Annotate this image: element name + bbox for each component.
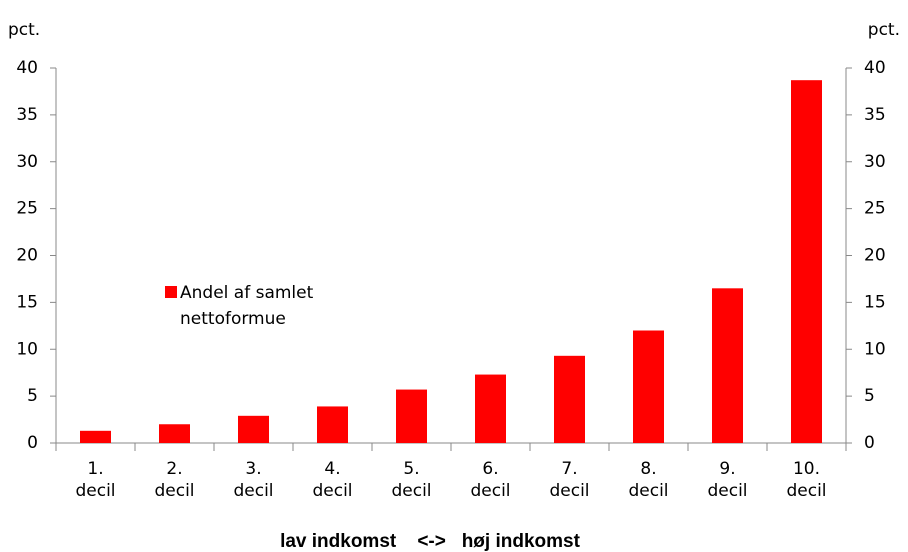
x-tick-label: 2. decil <box>154 459 195 501</box>
y2-tick-label: 15 <box>864 292 886 312</box>
y-tick-label: 20 <box>16 246 38 266</box>
y2-tick-label: 20 <box>864 246 886 266</box>
bar <box>554 355 585 443</box>
x-tick-label: 3. decil <box>233 459 274 501</box>
legend-swatch <box>165 286 177 298</box>
bar <box>396 389 427 443</box>
y-tick-label: 0 <box>27 433 38 453</box>
y2-tick-label: 10 <box>864 339 886 359</box>
y2-tick-label: 35 <box>864 105 886 125</box>
bar <box>159 424 190 443</box>
x-tick-label: 7. decil <box>549 459 590 501</box>
legend-label: Andel af samlet nettoformue <box>180 283 314 329</box>
y2-axis-label: pct. <box>868 20 900 40</box>
y2-tick-label: 40 <box>864 58 886 78</box>
bar <box>238 415 269 443</box>
bar <box>633 330 664 443</box>
y2-tick-label: 0 <box>864 433 875 453</box>
x-tick-label: 5. decil <box>391 459 432 501</box>
x-tick-label: 10. decil <box>786 459 827 501</box>
x-tick-label: 4. decil <box>312 459 353 501</box>
y-tick-label: 10 <box>16 339 38 359</box>
x-tick-label: 9. decil <box>707 459 748 501</box>
bar <box>80 430 111 443</box>
x-tick-label: 6. decil <box>470 459 511 501</box>
x-tick-label: 8. decil <box>628 459 669 501</box>
y2-tick-label: 25 <box>864 199 886 219</box>
y2-tick-label: 5 <box>864 386 875 406</box>
y-tick-label: 30 <box>16 152 38 172</box>
y-axis-label: pct. <box>8 20 40 40</box>
y-tick-label: 40 <box>16 58 38 78</box>
bar <box>475 374 506 443</box>
bar <box>317 406 348 443</box>
y-tick-label: 15 <box>16 292 38 312</box>
y-tick-label: 25 <box>16 199 38 219</box>
y2-tick-label: 30 <box>864 152 886 172</box>
bar <box>791 80 822 443</box>
y-tick-label: 35 <box>16 105 38 125</box>
y-tick-label: 5 <box>27 386 38 406</box>
x-axis-label: lav indkomst <-> høj indkomst <box>280 531 581 552</box>
x-tick-label: 1. decil <box>75 459 116 501</box>
bar <box>712 288 743 443</box>
